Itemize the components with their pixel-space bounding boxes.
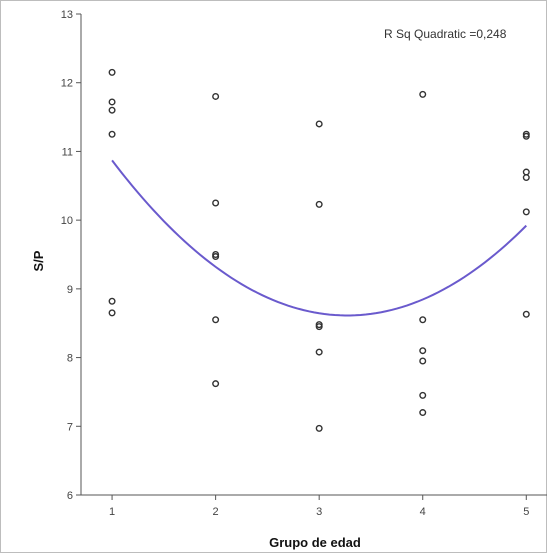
y-tick-label: 12 (61, 78, 73, 90)
data-point (419, 90, 427, 98)
data-point (315, 348, 323, 356)
data-point (522, 168, 530, 176)
fit-layer (111, 159, 527, 317)
points-layer (108, 68, 530, 432)
data-point (212, 253, 220, 261)
x-tick-label: 4 (420, 506, 426, 518)
data-point (315, 424, 323, 432)
y-axis-title: S/P (31, 250, 46, 271)
data-point (419, 357, 427, 365)
data-point (108, 297, 116, 305)
x-tick-label: 3 (316, 506, 322, 518)
data-point (212, 199, 220, 207)
data-point (522, 174, 530, 182)
data-point (419, 391, 427, 399)
data-point (522, 310, 530, 318)
data-point (108, 130, 116, 138)
data-point (108, 106, 116, 114)
data-point (315, 120, 323, 128)
data-point (212, 92, 220, 100)
r-squared-annotation: R Sq Quadratic =0,248 (384, 27, 507, 41)
y-tick-label: 9 (67, 284, 73, 296)
data-point (315, 200, 323, 208)
y-tick-label: 13 (61, 9, 73, 21)
data-point (315, 323, 323, 331)
y-tick-label: 10 (61, 215, 73, 227)
x-axis-title: Grupo de edad (269, 535, 361, 550)
quadratic-fit-line (111, 159, 527, 317)
data-point (212, 316, 220, 324)
y-tick-label: 6 (67, 490, 73, 502)
data-point (108, 98, 116, 106)
data-point (522, 208, 530, 216)
x-tick-label: 5 (523, 506, 529, 518)
data-point (419, 409, 427, 417)
data-point (108, 309, 116, 317)
y-tick-label: 8 (67, 353, 73, 365)
x-tick-label: 1 (109, 506, 115, 518)
data-point (522, 132, 530, 140)
data-point (419, 347, 427, 355)
data-point (212, 380, 220, 388)
y-tick-label: 7 (67, 421, 73, 433)
y-tick-label: 11 (62, 146, 73, 158)
x-tick-label: 2 (213, 506, 219, 518)
data-point (419, 316, 427, 324)
data-point (108, 68, 116, 76)
